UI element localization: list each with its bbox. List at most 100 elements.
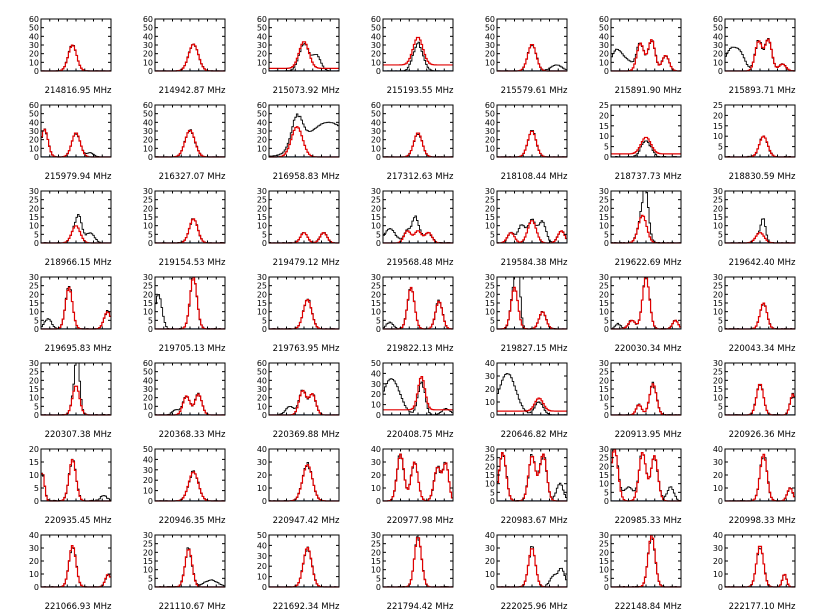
y-tick-label: 0	[490, 239, 495, 248]
observed-spectrum-line	[611, 534, 681, 588]
y-tick-label: 0	[376, 411, 381, 420]
frequency-label: 215891.90 MHz	[615, 86, 682, 96]
y-tick-label: 20	[29, 136, 39, 145]
y-tick-label: 0	[148, 239, 153, 248]
y-tick-label: 25	[143, 282, 153, 291]
y-tick-label: 25	[713, 196, 723, 205]
frequency-label: 219827.15 MHz	[501, 344, 568, 354]
observed-spectrum-line	[269, 298, 339, 330]
y-tick-label: 30	[371, 380, 381, 389]
y-tick-label: 0	[262, 239, 267, 248]
model-spectrum-line	[383, 376, 453, 411]
panel-frame	[610, 104, 682, 158]
y-tick-label: 30	[257, 273, 267, 282]
panel-frame	[40, 18, 112, 72]
y-tick-label: 10	[143, 58, 153, 67]
model-spectrum-line	[383, 453, 453, 502]
y-tick-label: 30	[29, 127, 39, 136]
y-tick-label: 15	[29, 299, 39, 308]
model-spectrum-line	[725, 302, 795, 330]
y-tick-label: 5	[718, 402, 723, 411]
panel-frame	[268, 190, 340, 244]
model-spectrum-line	[497, 397, 567, 412]
y-tick-label: 60	[143, 101, 153, 110]
y-tick-label: 50	[143, 368, 153, 377]
y-tick-label: 60	[257, 359, 267, 368]
y-tick-label: 20	[257, 136, 267, 145]
model-spectrum-line	[155, 43, 225, 72]
y-tick-label: 20	[485, 462, 495, 471]
y-tick-label: 60	[29, 15, 39, 24]
y-tick-label: 30	[143, 273, 153, 282]
y-tick-label: 10	[371, 566, 381, 575]
y-tick-label: 0	[604, 411, 609, 420]
y-tick-label: 15	[29, 458, 39, 467]
y-tick-label: 40	[371, 32, 381, 41]
frequency-label: 215979.94 MHz	[45, 172, 112, 182]
frequency-label: 220983.67 MHz	[501, 516, 568, 526]
y-tick-label: 20	[29, 445, 39, 454]
y-tick-label: 5	[718, 230, 723, 239]
observed-spectrum-line	[269, 389, 339, 416]
frequency-label: 219763.95 MHz	[273, 344, 340, 354]
y-tick-label: 0	[262, 411, 267, 420]
y-tick-label: 0	[718, 239, 723, 248]
y-tick-label: 50	[599, 24, 609, 33]
y-tick-label: 15	[599, 385, 609, 394]
y-tick-label: 5	[490, 488, 495, 497]
y-tick-label: 20	[371, 50, 381, 59]
y-tick-label: 20	[143, 476, 153, 485]
y-tick-label: 0	[490, 153, 495, 162]
model-spectrum-line	[383, 36, 453, 66]
y-tick-label: 10	[29, 471, 39, 480]
y-tick-label: 20	[713, 111, 723, 120]
y-tick-label: 15	[371, 213, 381, 222]
y-tick-label: 15	[143, 299, 153, 308]
panel-frame	[724, 362, 796, 416]
frequency-label: 215193.55 MHz	[387, 86, 454, 96]
panel-frame	[268, 104, 340, 158]
y-tick-label: 20	[143, 136, 153, 145]
y-tick-label: 30	[29, 359, 39, 368]
y-tick-label: 5	[604, 230, 609, 239]
frequency-label: 219622.69 MHz	[615, 258, 682, 268]
y-tick-label: 0	[34, 67, 39, 76]
y-tick-label: 40	[599, 32, 609, 41]
panel-frame	[154, 448, 226, 502]
frequency-label: 220043.34 MHz	[729, 344, 796, 354]
observed-spectrum-line	[155, 129, 225, 158]
y-tick-label: 60	[257, 101, 267, 110]
y-tick-label: 50	[257, 24, 267, 33]
y-tick-label: 15	[485, 299, 495, 308]
y-tick-label: 25	[599, 454, 609, 463]
y-tick-label: 0	[718, 325, 723, 334]
y-tick-label: 10	[713, 222, 723, 231]
y-tick-label: 50	[29, 110, 39, 119]
frequency-label: 219154.53 MHz	[159, 258, 226, 268]
y-tick-label: 30	[599, 359, 609, 368]
y-tick-label: 40	[143, 376, 153, 385]
frequency-label: 220946.35 MHz	[159, 516, 226, 526]
y-tick-label: 50	[371, 359, 381, 368]
model-spectrum-line	[383, 286, 453, 330]
y-tick-label: 30	[371, 458, 381, 467]
y-tick-label: 30	[599, 531, 609, 540]
y-tick-label: 30	[485, 273, 495, 282]
model-spectrum-line	[269, 546, 339, 588]
y-tick-label: 0	[718, 411, 723, 420]
y-tick-label: 30	[485, 372, 495, 381]
y-tick-label: 5	[376, 316, 381, 325]
y-tick-label: 60	[257, 15, 267, 24]
y-tick-label: 25	[599, 196, 609, 205]
